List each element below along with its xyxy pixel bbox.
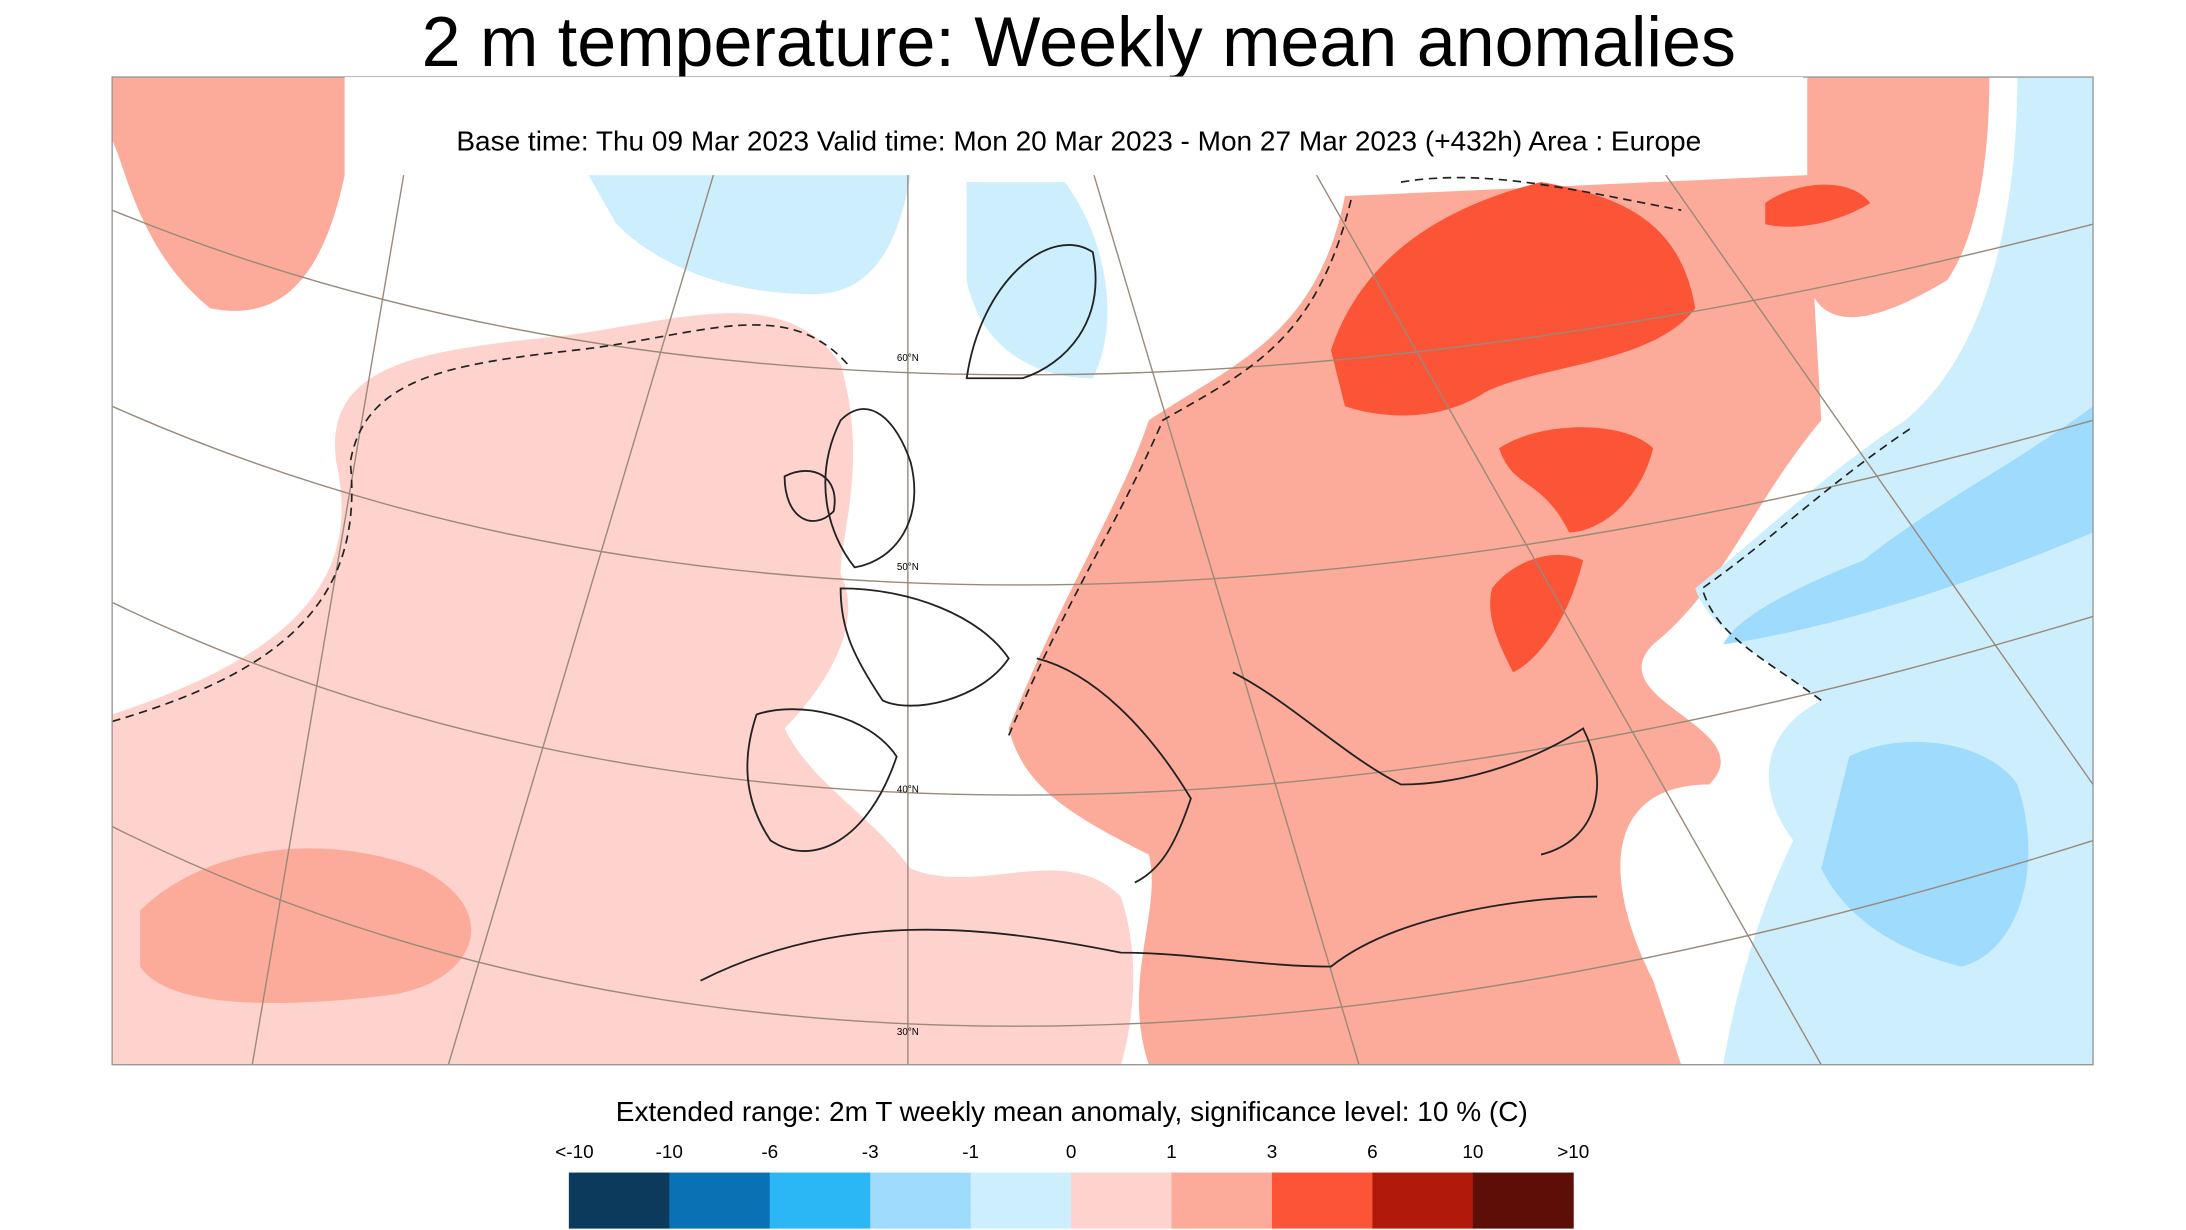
colorbar-label: >10 <box>1557 1142 1589 1163</box>
colorbar-label: -3 <box>862 1142 879 1163</box>
anomaly-area <box>966 182 1108 379</box>
latitude-label: 30°N <box>897 1027 919 1038</box>
subtitle: Base time: Thu 09 Mar 2023 Valid time: M… <box>456 125 1701 156</box>
map: 60°N 50°N 40°N 30°N <box>111 76 2094 1066</box>
anomaly-area <box>1008 175 1822 1065</box>
latitude-label: 60°N <box>897 353 919 364</box>
graticule <box>112 77 2094 1065</box>
colorbar-swatch <box>870 1172 972 1229</box>
colorbar-swatch <box>1472 1172 1574 1229</box>
anomaly-area <box>588 175 911 295</box>
colorbar-label: -6 <box>761 1142 778 1163</box>
colorbar-swatch <box>669 1172 771 1229</box>
significance-contours <box>112 176 1913 736</box>
colorbar-label: -10 <box>656 1142 683 1163</box>
anomaly-area <box>1490 184 1871 673</box>
colorbar-label: <-10 <box>555 1142 593 1163</box>
colorbar-swatch <box>1372 1172 1474 1229</box>
coastlines <box>700 244 1598 982</box>
colorbar-swatch <box>970 1172 1072 1229</box>
latitude-label: 50°N <box>897 562 919 573</box>
latitude-label: 40°N <box>897 785 919 796</box>
anomaly-area <box>112 77 345 311</box>
title: 2 m temperature: Weekly mean anomalies <box>422 3 1736 81</box>
colorbar-swatch <box>769 1172 871 1229</box>
colorbar-swatch <box>1071 1172 1172 1229</box>
colorbar: <-10 -10 -6 -3 -1 0 1 3 6 10 >10 <box>555 1142 1589 1229</box>
colorbar-label: 1 <box>1166 1142 1177 1163</box>
colorbar-label: 10 <box>1462 1142 1483 1163</box>
colorbar-label: -1 <box>962 1142 979 1163</box>
colorbar-swatch <box>568 1172 670 1229</box>
anomaly-area <box>1330 182 1696 416</box>
colorbar-swatch <box>1271 1172 1373 1229</box>
anomaly-area <box>1723 406 2094 967</box>
colorbar-label: 3 <box>1267 1142 1278 1163</box>
anomaly-area <box>1807 77 1990 318</box>
colorbar-label: 0 <box>1066 1142 1077 1163</box>
colorbar-label: 6 <box>1367 1142 1378 1163</box>
header-box <box>344 77 1804 176</box>
colorbar-swatch <box>1171 1172 1273 1229</box>
legend-title: Extended range: 2m T weekly mean anomaly… <box>616 1096 1528 1127</box>
anomaly-area <box>140 848 472 1004</box>
